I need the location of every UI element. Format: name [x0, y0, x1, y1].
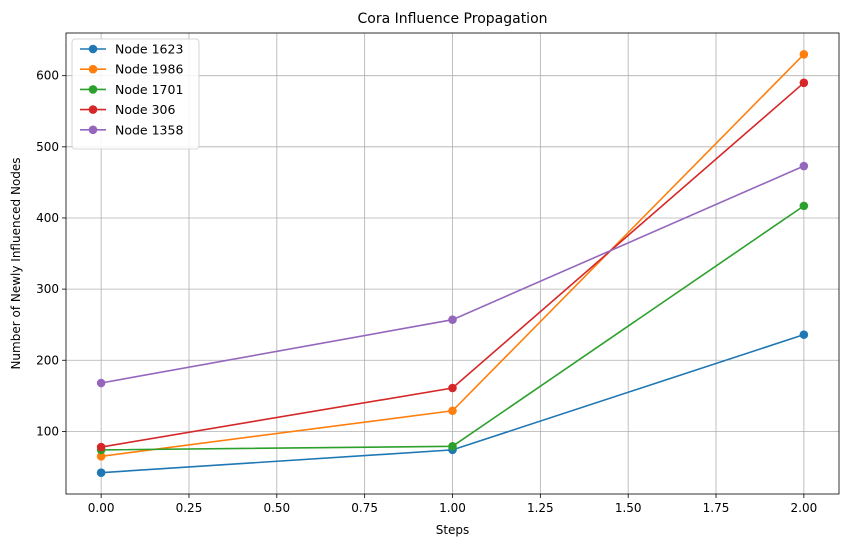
- x-tick-label: 1.00: [439, 501, 466, 515]
- legend-item: Node 1623: [80, 42, 183, 57]
- series-layer: [96, 50, 809, 477]
- x-axis-label: Steps: [436, 523, 470, 537]
- legend-label: Node 1623: [115, 42, 183, 57]
- legend-item: Node 1986: [80, 62, 183, 77]
- data-point: [448, 383, 457, 393]
- legend: Node 1623 Node 1986 Node 1701 Node 306 Node …: [71, 38, 200, 150]
- data-point: [448, 406, 457, 416]
- data-point: [96, 468, 106, 477]
- y-tick-label: 100: [36, 424, 59, 438]
- y-tick-label: 600: [36, 69, 59, 83]
- y-tick-label: 200: [36, 353, 59, 367]
- y-axis-label: Number of Newly Influenced Nodes: [9, 157, 23, 369]
- data-point: [799, 78, 809, 88]
- x-tick-label: 0.50: [263, 501, 290, 515]
- series-node-306: [96, 78, 809, 452]
- data-point: [96, 451, 106, 461]
- data-point: [799, 161, 809, 171]
- series-node-1358: [96, 161, 809, 388]
- legend-item: Node 1701: [80, 82, 183, 97]
- legend-label: Node 1358: [115, 122, 183, 137]
- legend-marker: [88, 105, 98, 114]
- ticks: 0.00 0.25 0.50 0.75 1.00 1.25 1.50 1.75 2.00 100 2…: [36, 69, 817, 515]
- x-tick-label: 1.50: [615, 501, 642, 515]
- data-point: [799, 50, 809, 59]
- legend-label: Node 1986: [115, 62, 183, 77]
- legend-marker: [88, 44, 98, 54]
- x-tick-label: 1.25: [527, 501, 554, 515]
- legend-item: Node 1358: [80, 122, 183, 137]
- chart-title: Cora Influence Propagation: [357, 11, 547, 27]
- series-node-1986: [96, 50, 809, 461]
- x-tick-label: 0.00: [88, 501, 115, 515]
- legend-label: Node 1701: [115, 82, 183, 97]
- x-tick-label: 2.00: [791, 501, 818, 515]
- legend-marker: [88, 64, 98, 74]
- x-tick-label: 0.25: [176, 501, 203, 515]
- data-point: [96, 442, 106, 452]
- data-point: [799, 201, 809, 211]
- data-point: [448, 442, 457, 451]
- legend-marker: [88, 85, 98, 94]
- data-point: [448, 315, 457, 325]
- x-tick-label: 1.75: [703, 501, 730, 515]
- legend-item: Node 306: [80, 102, 176, 117]
- x-tick-label: 0.75: [351, 501, 378, 515]
- y-tick-label: 400: [36, 211, 59, 225]
- y-tick-label: 500: [36, 140, 59, 154]
- legend-box: [71, 38, 200, 150]
- data-point: [799, 330, 809, 339]
- data-point: [96, 378, 106, 388]
- legend-marker: [88, 125, 98, 135]
- legend-label: Node 306: [115, 102, 176, 117]
- y-tick-label: 300: [36, 282, 59, 296]
- grid: [66, 33, 839, 494]
